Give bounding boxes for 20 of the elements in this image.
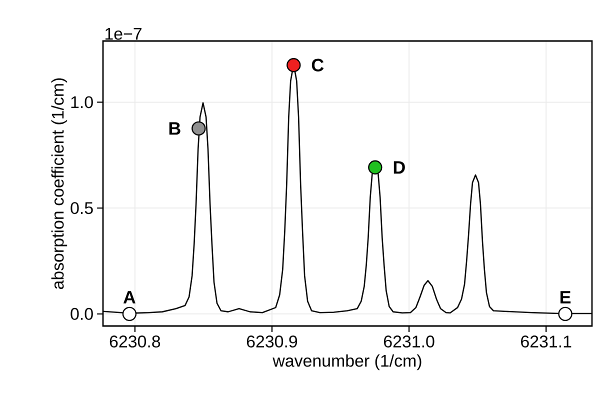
- point: [192, 121, 206, 136]
- annotation: E: [560, 291, 571, 304]
- annotation: B: [169, 122, 180, 135]
- x-tick-label: 6231.0: [384, 336, 434, 348]
- point: [558, 306, 572, 322]
- x-tick-label: 6230.8: [110, 336, 160, 348]
- point: [122, 306, 137, 322]
- y-tick-label: 0.0: [70, 308, 93, 320]
- annotation: C: [312, 58, 324, 72]
- point: [286, 58, 301, 72]
- annotation: D: [394, 161, 405, 174]
- y-tick-label: 1.0: [71, 96, 93, 108]
- x-tick-label: 6231.1: [521, 336, 572, 348]
- y-axis-title: absorption coefficient (1/cm): [51, 78, 68, 289]
- x-tick-label: 6230.9: [246, 336, 298, 348]
- annotation: A: [123, 291, 136, 304]
- y-tick-label: 0.5: [70, 202, 93, 214]
- point: [368, 160, 382, 175]
- x-axis-title: wavenumber (1/cm): [272, 354, 422, 370]
- text: 1e−7: [105, 28, 142, 40]
